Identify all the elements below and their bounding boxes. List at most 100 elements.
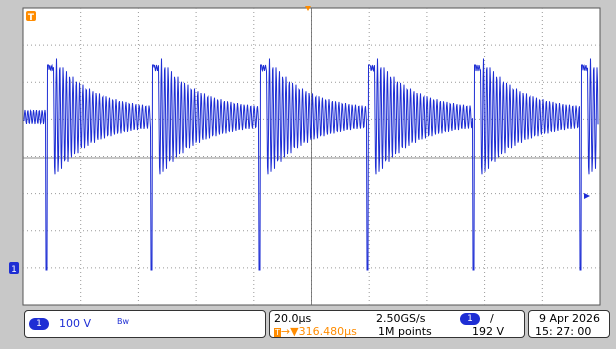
grid-dot <box>137 64 139 65</box>
grid-dot <box>527 156 528 157</box>
grid-dot <box>295 230 296 232</box>
grid-dot <box>484 32 486 33</box>
grid-dot <box>555 81 556 83</box>
grid-dot <box>137 104 139 105</box>
grid-dot <box>139 267 140 269</box>
grid-dot <box>426 232 428 233</box>
grid-dot <box>395 156 396 157</box>
grid-dot <box>411 193 412 195</box>
grid-dot <box>183 267 184 269</box>
grid-dot <box>587 193 588 195</box>
grid-dot <box>215 230 216 232</box>
grid-dot <box>368 84 370 85</box>
timebase-panel[interactable]: 20.0μs T→▼316.480μs 2.50GS/s 1M points 1… <box>269 310 525 338</box>
grid-dot <box>39 44 40 46</box>
grid-dot <box>484 304 486 305</box>
grid-dot <box>347 44 348 46</box>
grid-dot <box>279 267 280 269</box>
grid-dot <box>99 193 100 195</box>
grid-dot <box>484 200 486 201</box>
grid-dot <box>387 267 388 269</box>
grid-dot <box>531 230 532 232</box>
grid-dot <box>135 44 136 46</box>
grid-dot <box>59 193 60 195</box>
grid-dot <box>541 216 543 217</box>
grid-dot <box>327 81 328 83</box>
grid-dot <box>207 118 208 120</box>
grid-dot <box>155 44 156 46</box>
grid-dot <box>531 193 532 195</box>
grid-dot <box>511 230 512 232</box>
grid-dot <box>171 156 172 157</box>
grid-dot <box>511 267 512 269</box>
grid-dot <box>199 193 200 195</box>
grid-dot <box>351 267 352 269</box>
grid-dot <box>80 248 82 249</box>
grid-dot <box>80 236 82 237</box>
grid-dot <box>541 196 543 197</box>
grid-dot <box>27 44 28 46</box>
grid-dot <box>91 81 92 83</box>
grid-dot <box>519 81 520 83</box>
grid-dot <box>426 72 428 73</box>
trigger-level-marker[interactable]: T <box>26 11 36 23</box>
grid-dot <box>363 267 364 269</box>
grid-dot <box>447 44 448 46</box>
channel-scale-panel[interactable]: 1 100 V Bw <box>24 310 266 338</box>
grid-dot <box>368 52 370 53</box>
grid-dot <box>363 193 364 195</box>
grid-dot <box>426 116 428 117</box>
grid-dot <box>379 230 380 232</box>
grid-dot <box>599 118 600 120</box>
grid-dot <box>195 108 197 109</box>
grid-dot <box>231 193 232 195</box>
grid-dot <box>147 81 148 83</box>
grid-dot <box>423 118 424 120</box>
grid-dot <box>491 267 492 269</box>
grid-dot <box>195 28 197 29</box>
trigger-position-marker[interactable] <box>305 6 311 11</box>
grid-dot <box>426 212 428 213</box>
grid-dot <box>559 44 560 46</box>
grid-dot <box>195 172 197 173</box>
grid-dot <box>467 156 468 157</box>
grid-dot <box>484 48 486 49</box>
grid-dot <box>371 118 372 120</box>
grid-dot <box>253 96 255 97</box>
grid-dot <box>426 228 428 229</box>
grid-dot <box>484 12 486 13</box>
grid-dot <box>575 230 576 232</box>
grid-dot <box>423 193 424 195</box>
grid-dot <box>368 244 370 245</box>
grid-dot <box>471 267 472 269</box>
grid-dot <box>339 267 340 269</box>
grid-dot <box>235 81 236 83</box>
grid-dot <box>535 193 536 195</box>
grid-dot <box>479 267 480 269</box>
grid-dot <box>543 81 544 83</box>
grid-dot <box>139 81 140 83</box>
grid-dot <box>253 120 255 121</box>
grid-dot <box>127 267 128 269</box>
grid-dot <box>541 80 543 81</box>
channel-1-ground-marker[interactable]: 1 <box>9 262 19 275</box>
grid-dot <box>541 288 543 289</box>
grid-dot <box>368 304 370 305</box>
grid-dot <box>539 118 540 120</box>
grid-dot <box>219 44 220 46</box>
grid-dot <box>426 44 428 45</box>
grid-dot <box>541 44 543 45</box>
grid-dot <box>426 288 428 289</box>
grid-dot <box>484 244 486 245</box>
grid-dot <box>163 267 164 269</box>
grid-dot <box>419 81 420 83</box>
grid-dot <box>137 260 139 261</box>
grid-dot <box>539 81 540 83</box>
grid-dot <box>368 208 370 209</box>
grid-dot <box>195 264 197 265</box>
grid-dot <box>491 44 492 46</box>
grid-dot <box>543 44 544 46</box>
grid-dot <box>426 204 428 205</box>
grid-dot <box>253 304 255 305</box>
grid-dot <box>591 44 592 46</box>
